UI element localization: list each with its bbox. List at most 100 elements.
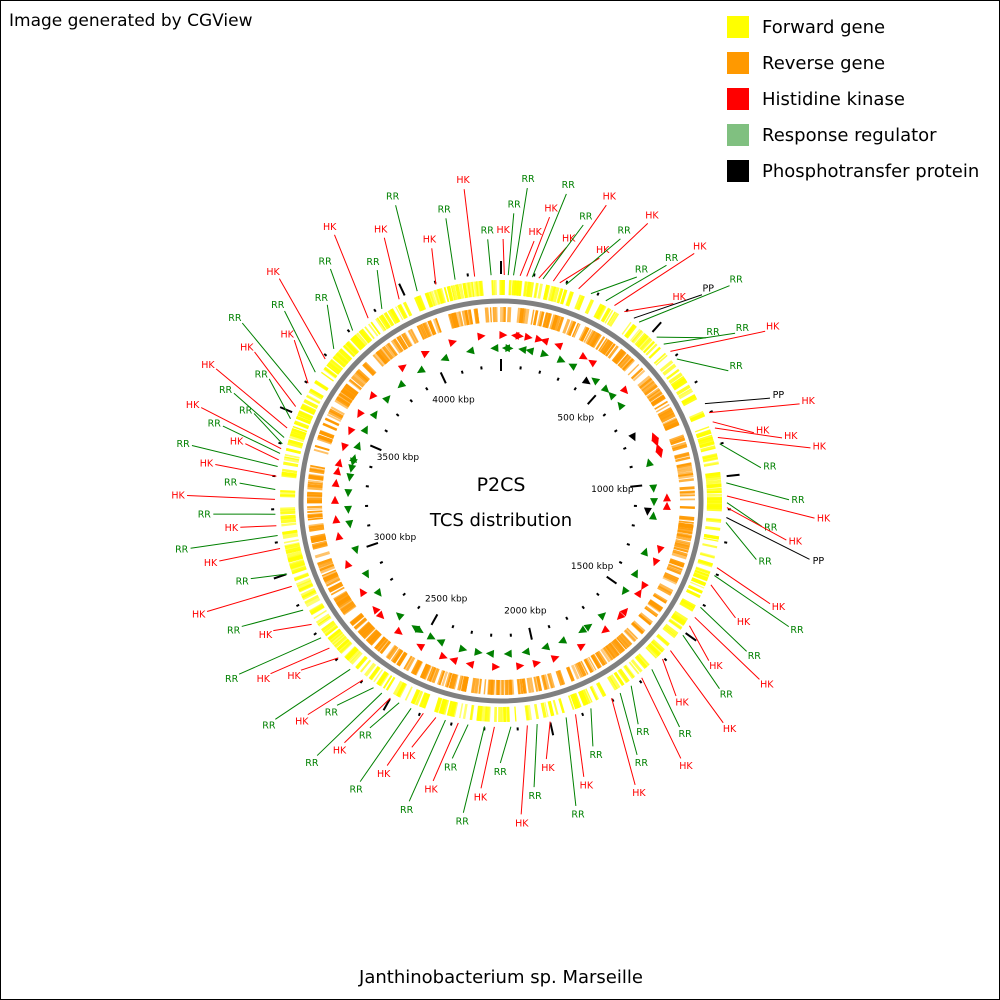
- reverse-gene-mark: [416, 324, 427, 340]
- callout-line: [513, 188, 528, 276]
- callout-line: [245, 443, 279, 461]
- reverse-gene-mark: [314, 551, 331, 559]
- outer-major-tick: [685, 632, 697, 642]
- forward-gene-mark: [323, 367, 337, 378]
- reverse-gene-mark: [357, 368, 370, 381]
- legend-label: Response regulator: [762, 124, 937, 146]
- outer-minor-tick: [323, 353, 328, 357]
- reverse-gene-mark: [444, 672, 453, 688]
- reverse-gene-mark: [448, 313, 457, 329]
- forward-gene-mark: [352, 336, 364, 349]
- tcs-arrow-rr: [503, 649, 512, 658]
- reverse-gene-mark: [421, 664, 431, 680]
- forward-gene-mark: [702, 455, 719, 463]
- reverse-gene-mark: [464, 310, 470, 326]
- forward-gene-mark: [606, 676, 616, 691]
- tcs-arrow-hk: [652, 557, 661, 567]
- forward-gene-mark: [697, 436, 713, 443]
- forward-gene-mark: [384, 312, 395, 326]
- reverse-gene-mark: [662, 417, 678, 427]
- forward-gene-mark: [655, 354, 668, 366]
- tcs-label-hk: HK: [673, 292, 687, 303]
- outer-minor-tick: [295, 603, 300, 608]
- credit-text: Image generated by CGView: [9, 11, 253, 31]
- forward-gene-mark: [282, 531, 298, 537]
- reverse-gene-mark: [589, 332, 600, 347]
- reverse-gene-mark: [664, 572, 679, 580]
- forward-gene-mark: [415, 690, 424, 706]
- tcs-arrow-rr: [621, 586, 630, 596]
- forward-gene-mark: [621, 321, 632, 335]
- reverse-gene-mark: [461, 676, 468, 692]
- reverse-gene-mark: [307, 508, 323, 511]
- reverse-gene-mark: [438, 670, 446, 686]
- reverse-gene-mark: [679, 515, 695, 521]
- forward-gene-mark: [285, 548, 302, 555]
- forward-gene-mark: [413, 690, 421, 705]
- minor-tick: [631, 524, 635, 527]
- reverse-gene-mark: [307, 481, 323, 486]
- forward-gene-mark: [318, 616, 332, 627]
- reverse-gene-mark: [678, 522, 694, 529]
- forward-gene-mark: [284, 453, 300, 459]
- forward-gene-mark: [284, 542, 300, 548]
- forward-gene-mark: [589, 686, 598, 701]
- reverse-gene-mark: [307, 510, 323, 513]
- callout-line: [222, 425, 281, 454]
- tcs-label-rr: RR: [729, 274, 743, 285]
- forward-gene-mark: [424, 292, 434, 308]
- minor-tick: [547, 624, 551, 629]
- reverse-gene-mark: [450, 673, 458, 690]
- reverse-gene-mark: [476, 308, 480, 324]
- callout-line: [630, 685, 639, 725]
- tick-label: 2000 kbp: [504, 606, 547, 616]
- forward-gene-mark: [325, 625, 339, 637]
- tcs-label-rr: RR: [706, 327, 720, 338]
- forward-gene-mark: [337, 350, 351, 363]
- tcs-arrow-hk: [656, 544, 665, 554]
- reverse-gene-mark: [372, 354, 384, 367]
- callout-line: [575, 714, 585, 777]
- callout-line: [432, 722, 459, 782]
- tcs-arrow-rr: [541, 642, 551, 651]
- tcs-label-hk: HK: [323, 222, 337, 233]
- reverse-gene-mark: [387, 646, 399, 660]
- outer-minor-tick: [334, 657, 339, 662]
- forward-gene-mark: [454, 284, 462, 300]
- forward-gene-mark: [637, 653, 650, 667]
- tcs-arrow-hk: [330, 495, 339, 504]
- callout-line: [278, 278, 326, 360]
- forward-gene-mark: [637, 335, 651, 350]
- forward-gene-mark: [584, 299, 595, 315]
- reverse-gene-mark: [448, 673, 455, 689]
- reverse-gene-mark: [543, 674, 550, 690]
- tcs-label-hk: HK: [186, 400, 200, 411]
- reverse-gene-mark: [516, 679, 520, 695]
- forward-gene-mark: [324, 366, 338, 377]
- tcs-arrow-rr: [608, 391, 617, 401]
- tcs-arrow-rr: [361, 569, 369, 579]
- forward-gene-mark: [360, 329, 372, 343]
- callout-line: [329, 268, 354, 331]
- forward-gene-mark: [606, 311, 616, 326]
- callout-line: [611, 697, 636, 786]
- forward-gene-mark: [630, 659, 643, 673]
- tcs-label-hk: HK: [266, 267, 280, 278]
- reverse-gene-mark: [616, 636, 628, 650]
- reverse-gene-mark: [336, 395, 351, 407]
- forward-gene-mark: [353, 334, 366, 349]
- tcs-arrow-hk: [532, 659, 541, 668]
- minor-tick: [384, 429, 388, 433]
- tcs-label-rr: RR: [579, 211, 593, 222]
- forward-gene-mark: [705, 525, 721, 531]
- forward-gene-mark: [705, 472, 721, 476]
- tcs-arrow-rr: [578, 625, 588, 634]
- outer-minor-tick: [346, 329, 351, 333]
- reverse-gene-mark: [382, 345, 394, 360]
- forward-gene-mark: [687, 584, 703, 594]
- tcs-label-hk: HK: [192, 610, 206, 621]
- outer-minor-tick: [724, 541, 728, 544]
- organism-name: Janthinobacterium sp. Marseille: [359, 967, 643, 988]
- minor-tick: [417, 605, 421, 610]
- forward-gene-mark: [694, 569, 710, 577]
